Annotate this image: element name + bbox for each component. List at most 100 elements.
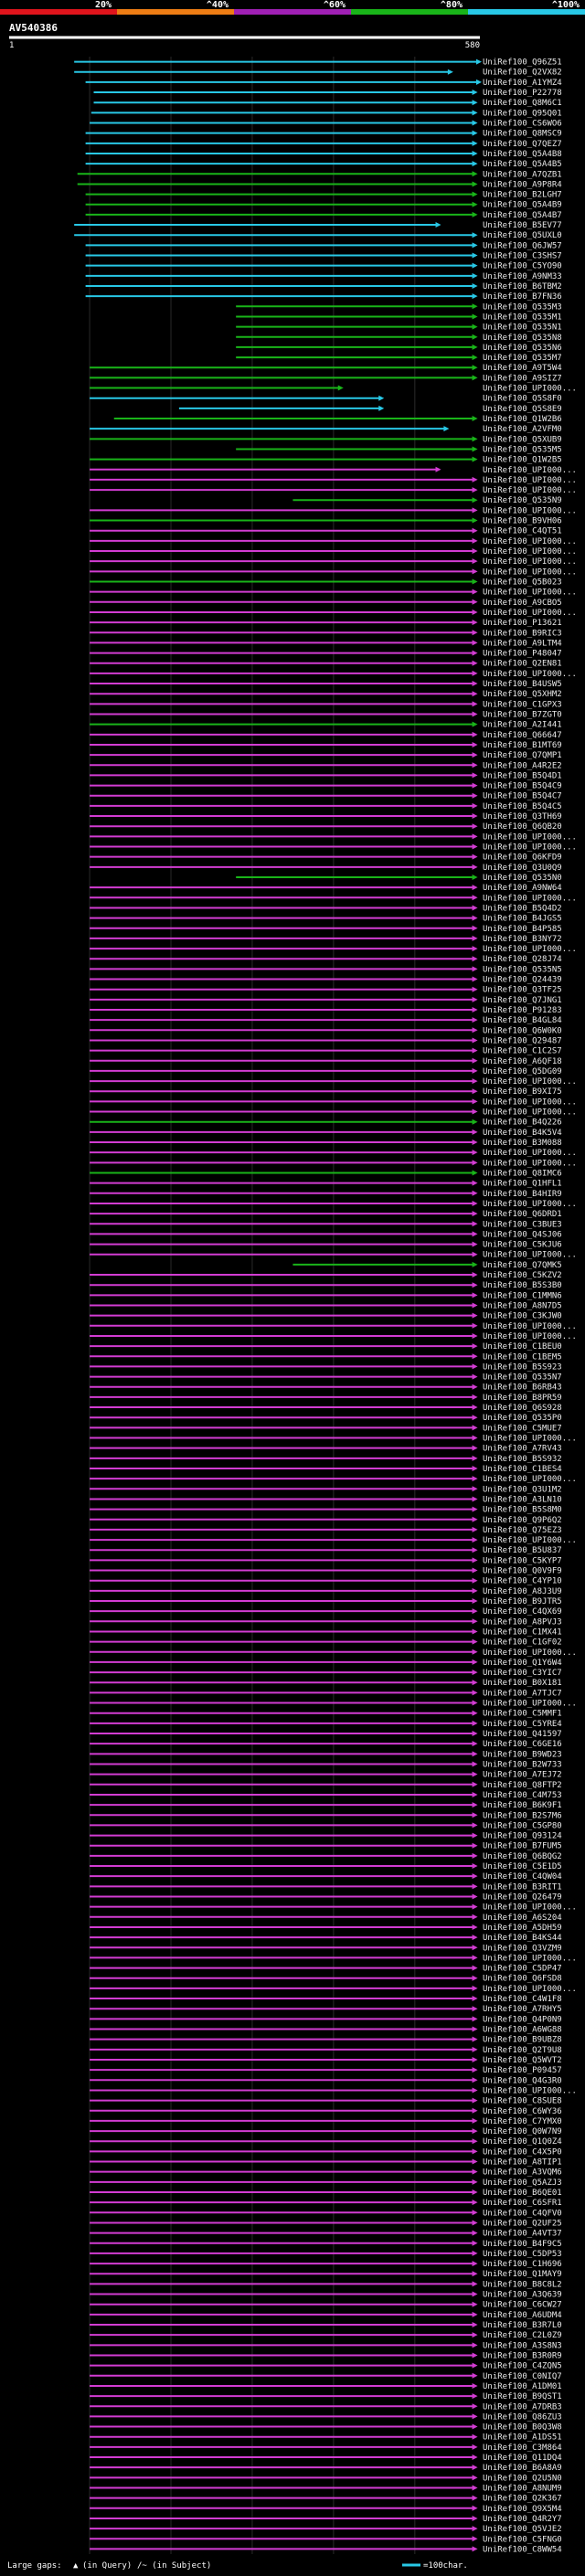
hit-label: UniRef100_UPI000... xyxy=(483,1200,577,1209)
hit-label: UniRef100_C4M753 xyxy=(483,1791,562,1800)
hit-label: UniRef100_Q5S8E9 xyxy=(483,405,562,414)
hit-arrowhead xyxy=(472,2495,478,2501)
hit-arrowhead xyxy=(472,1628,478,1635)
hit-label: UniRef100_A1DM01 xyxy=(483,2382,562,2391)
hit-arrowhead xyxy=(472,232,478,239)
hit-arrowhead xyxy=(472,681,478,687)
hit-arrowhead xyxy=(472,282,478,289)
legend-label: 20% xyxy=(95,0,112,10)
hit-label: UniRef100_B5U837 xyxy=(483,1546,562,1555)
hit-arrowhead xyxy=(472,782,478,789)
hit-label: UniRef100_B5Q4C7 xyxy=(483,792,562,801)
hit-arrowhead xyxy=(472,527,478,534)
hit-label: UniRef100_Q1HFL1 xyxy=(483,1180,562,1189)
gap-in-query-icon: ▲ xyxy=(73,2561,79,2571)
hit-label: UniRef100_A9SIZ7 xyxy=(483,374,562,383)
hit-arrowhead xyxy=(472,568,478,575)
hit-arrowhead xyxy=(472,2097,478,2104)
hit-arrowhead xyxy=(472,191,478,197)
hit-label: UniRef100_Q535N7 xyxy=(483,1373,562,1383)
hit-arrowhead xyxy=(443,426,450,432)
hit-arrowhead xyxy=(472,1496,478,1502)
hit-arrowhead xyxy=(472,272,478,279)
hit-arrowhead xyxy=(472,1832,478,1839)
hit-arrowhead xyxy=(472,2413,478,2420)
hit-label: UniRef100_C7YMX0 xyxy=(483,2117,562,2126)
query-start-label: 1 xyxy=(9,41,14,50)
hit-arrowhead xyxy=(472,2291,478,2297)
hit-arrowhead xyxy=(472,130,478,136)
hit-arrowhead xyxy=(472,2026,478,2032)
hit-label: UniRef100_C1MX41 xyxy=(483,1627,562,1637)
hit-arrowhead xyxy=(472,640,478,646)
hit-label: UniRef100_Q96Z51 xyxy=(483,58,562,68)
hit-arrowhead xyxy=(472,976,478,982)
hit-arrowhead xyxy=(472,1465,478,1471)
hit-arrowhead xyxy=(472,2046,478,2052)
hit-arrowhead xyxy=(472,1353,478,1360)
hit-label: UniRef100_C8WW54 xyxy=(483,2545,562,2554)
hit-label: UniRef100_Q535M5 xyxy=(483,445,562,454)
hit-arrowhead xyxy=(472,303,478,310)
hit-arrowhead xyxy=(472,1955,478,1961)
hit-arrowhead xyxy=(472,293,478,300)
hit-arrowhead xyxy=(472,1741,478,1747)
hit-arrowhead xyxy=(472,1241,478,1247)
hit-label: UniRef100_A2VFM0 xyxy=(483,425,562,434)
hit-arrowhead xyxy=(472,741,478,747)
hit-arrowhead xyxy=(472,874,478,880)
hit-label: UniRef100_B5Q4C5 xyxy=(483,802,562,811)
hit-label: UniRef100_A4R2E2 xyxy=(483,761,562,770)
hit-label: UniRef100_Q3TH69 xyxy=(483,812,562,822)
hit-arrowhead xyxy=(472,1567,478,1574)
hit-label: UniRef100_Q5A4B7 xyxy=(483,211,562,220)
hit-arrowhead xyxy=(435,466,441,472)
hit-label: UniRef100_Q1MAY9 xyxy=(483,2270,562,2279)
hit-label: UniRef100_B4F9C5 xyxy=(483,2240,562,2249)
hit-label: UniRef100_C5DP53 xyxy=(483,2250,562,2259)
hit-label: UniRef100_C4X5P0 xyxy=(483,2147,562,2157)
hit-arrowhead xyxy=(472,752,478,758)
hit-label: UniRef100_B5Q4D1 xyxy=(483,771,562,780)
hit-arrowhead xyxy=(472,2056,478,2062)
hit-arrowhead xyxy=(472,2067,478,2073)
hit-arrowhead xyxy=(472,334,478,340)
hit-label: UniRef100_Q5AZJ3 xyxy=(483,2178,562,2188)
query-end-label: 580 xyxy=(465,41,480,50)
hit-label: UniRef100_Q26479 xyxy=(483,1892,562,1902)
legend-color-segment xyxy=(0,9,117,15)
hit-label: UniRef100_C4YP10 xyxy=(483,1577,562,1586)
hit-arrowhead xyxy=(472,2505,478,2511)
hit-label: UniRef100_Q2VX82 xyxy=(483,69,562,78)
hit-arrowhead xyxy=(472,1791,478,1797)
legend-color-segment xyxy=(468,9,585,15)
hit-label: UniRef100_A5DH59 xyxy=(483,1924,562,1933)
hit-arrowhead xyxy=(472,1211,478,1217)
hit-label: UniRef100_C1C2S7 xyxy=(483,1047,562,1056)
hit-label: UniRef100_Q5XHM2 xyxy=(483,690,562,699)
hit-label: UniRef100_Q6QB20 xyxy=(483,822,562,832)
hit-label: UniRef100_Q4P0N9 xyxy=(483,2015,562,2024)
hit-label: UniRef100_CS6WO6 xyxy=(483,120,562,129)
hit-label: UniRef100_A9CBO5 xyxy=(483,599,562,608)
hit-arrowhead xyxy=(472,1638,478,1645)
hit-label: UniRef100_A9NM33 xyxy=(483,272,562,281)
hit-label: UniRef100_A7DRB3 xyxy=(483,2402,562,2412)
hit-label: UniRef100_Q7QMP1 xyxy=(483,751,562,760)
hit-label: UniRef100_Q2U5N0 xyxy=(483,2474,562,2483)
hit-arrowhead xyxy=(472,1282,478,1288)
legend-color-segment xyxy=(234,9,351,15)
hit-arrowhead xyxy=(472,1170,478,1176)
hit-label: UniRef100_B5EV77 xyxy=(483,221,562,230)
hit-label: UniRef100_A7RV43 xyxy=(483,1445,562,1454)
hit-label: UniRef100_Q4G3R0 xyxy=(483,2076,562,2085)
hit-label: UniRef100_P22778 xyxy=(483,89,562,98)
hit-arrowhead xyxy=(472,1812,478,1818)
hit-label: UniRef100_Q5VJE2 xyxy=(483,2525,562,2534)
hit-label: UniRef100_B4P585 xyxy=(483,925,562,934)
hit-label: UniRef100_C1GPX3 xyxy=(483,700,562,709)
hit-label: UniRef100_Q93124 xyxy=(483,1832,562,1841)
hit-label: UniRef100_B3R0R9 xyxy=(483,2351,562,2360)
hit-arrowhead xyxy=(472,2433,478,2440)
hit-label: UniRef100_A3Q639 xyxy=(483,2291,562,2300)
